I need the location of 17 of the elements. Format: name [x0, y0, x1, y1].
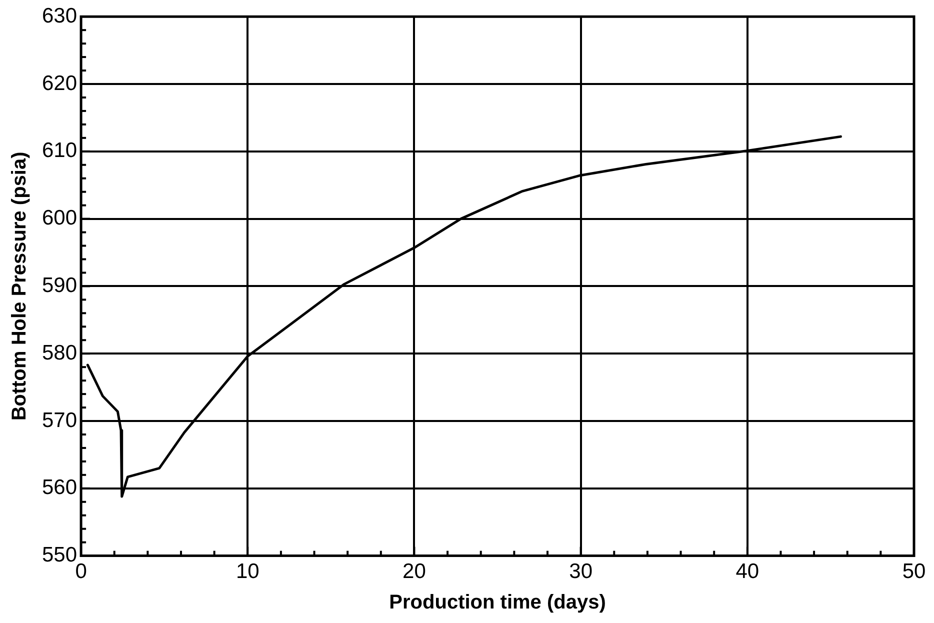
y-tick-label: 560: [42, 476, 78, 500]
y-tick-label: 630: [42, 4, 78, 28]
x-tick-label: 50: [902, 560, 926, 584]
x-tick-label: 0: [75, 560, 87, 584]
y-tick-label: 580: [42, 341, 78, 364]
x-tick-label: 30: [569, 560, 592, 584]
y-tick-label: 600: [42, 206, 78, 230]
y-axis-title: Bottom Hole Pressure (psia): [8, 152, 31, 421]
x-axis-title: Production time (days): [389, 592, 606, 614]
y-tick-label: 550: [42, 544, 78, 567]
x-tick-label: 10: [236, 560, 260, 584]
y-tick-label: 620: [42, 72, 78, 95]
x-tick-label: 40: [736, 560, 760, 584]
y-tick-label: 610: [42, 139, 78, 162]
y-tick-label: 570: [42, 408, 78, 432]
x-tick-label: 20: [402, 560, 426, 584]
y-tick-label: 590: [42, 274, 78, 297]
